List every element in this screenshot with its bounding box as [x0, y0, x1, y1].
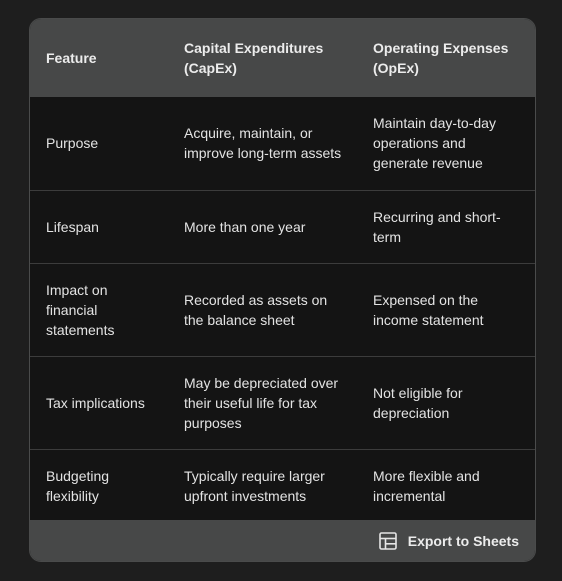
header-feature: Feature	[46, 50, 97, 66]
row-capex-cell: Typically require larger upfront investm…	[184, 467, 325, 504]
row-capex-cell: Recorded as assets on the balance sheet	[184, 291, 328, 328]
row-opex-cell: More flexible and incremental	[373, 467, 480, 504]
header-opex: Operating Expenses (OpEx)	[357, 19, 535, 97]
table-row: Tax implications May be depreciated over…	[30, 356, 535, 449]
comparison-table-card: Feature Capital Expenditures (CapEx) Ope…	[29, 18, 536, 562]
row-opex-cell: Expensed on the income statement	[373, 291, 484, 328]
export-to-sheets-button[interactable]: Export to Sheets	[378, 531, 519, 551]
table-header-row: Feature Capital Expenditures (CapEx) Ope…	[30, 19, 535, 97]
table-footer: Export to Sheets	[30, 520, 535, 561]
table-row: Budgeting flexibility Typically require …	[30, 449, 535, 522]
comparison-table: Feature Capital Expenditures (CapEx) Ope…	[30, 19, 535, 522]
row-feature-cell: Budgeting flexibility	[46, 467, 110, 504]
row-opex-cell: Recurring and short-term	[373, 208, 501, 245]
export-to-sheets-label: Export to Sheets	[407, 532, 519, 549]
header-opex-text: Operating Expenses (OpEx)	[373, 40, 509, 76]
header-capex-text: Capital Expenditures (CapEx)	[184, 40, 324, 76]
table-grid-icon	[378, 531, 397, 550]
row-feature-cell: Lifespan	[46, 218, 99, 235]
table-row: Purpose Acquire, maintain, or improve lo…	[30, 97, 535, 190]
row-feature-cell: Tax implications	[46, 394, 145, 411]
row-capex-cell: More than one year	[184, 218, 306, 235]
table-row: Impact on financial statements Recorded …	[30, 263, 535, 356]
row-capex-cell: Acquire, maintain, or improve long-term …	[184, 125, 342, 162]
header-capex: Capital Expenditures (CapEx)	[168, 19, 357, 97]
row-feature-cell: Purpose	[46, 135, 99, 152]
row-feature-cell: Impact on financial statements	[46, 281, 115, 338]
row-capex-cell: May be depreciated over their useful lif…	[184, 374, 339, 431]
row-opex-cell: Maintain day-to-day operations and gener…	[373, 115, 496, 172]
row-opex-cell: Not eligible for depreciation	[373, 384, 463, 421]
table-row: Lifespan More than one year Recurring an…	[30, 190, 535, 263]
